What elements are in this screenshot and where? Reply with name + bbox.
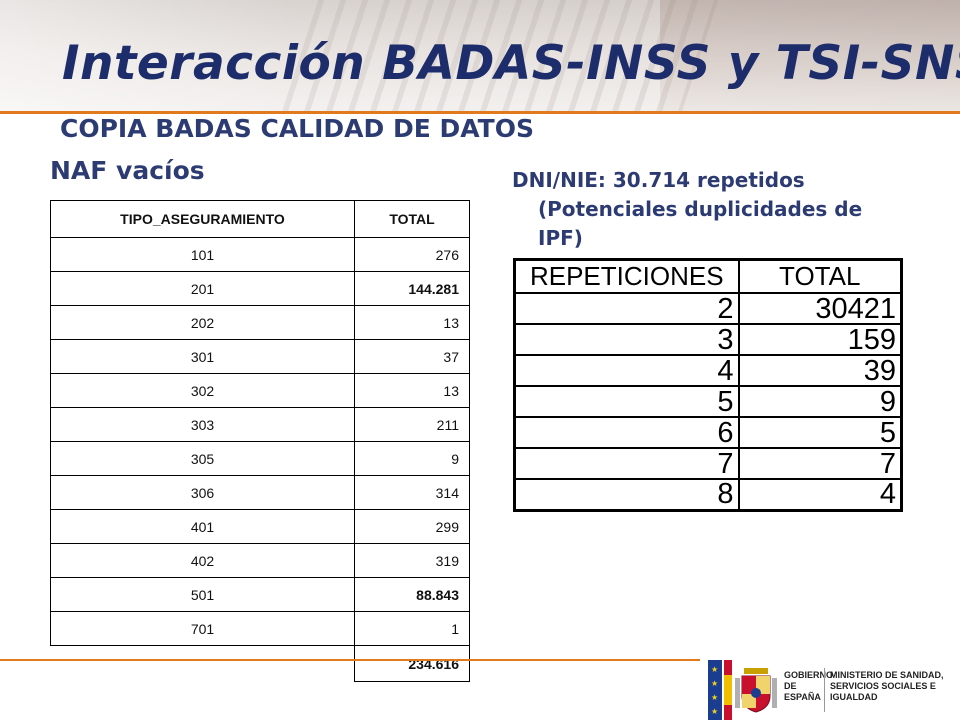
table-row: 2 30421 xyxy=(513,292,903,325)
table-row: 4 39 xyxy=(513,354,903,387)
table-row: 7 7 xyxy=(513,447,903,480)
naf-header-tipo: TIPO_ASEGURAMIENTO xyxy=(50,200,355,238)
spain-flag-icon xyxy=(724,660,732,720)
table-row: 501 88.843 xyxy=(50,577,470,612)
slide-subtitle: COPIA BADAS CALIDAD DE DATOS xyxy=(60,114,534,143)
table-row: 306 314 xyxy=(50,475,470,510)
naf-cell-total: 319 xyxy=(354,543,470,578)
table-row: 701 1 xyxy=(50,611,470,646)
table-row: 302 13 xyxy=(50,373,470,408)
rep-cell-total: 39 xyxy=(737,354,903,387)
naf-cell-total: 9 xyxy=(354,441,470,476)
rep-cell-total: 5 xyxy=(737,416,903,449)
dni-text-line1: DNI/NIE: 30.714 repetidos xyxy=(512,168,805,192)
table-row: 201 144.281 xyxy=(50,271,470,306)
naf-cell-total: 88.843 xyxy=(354,577,470,612)
dni-text-line3: IPF) xyxy=(538,226,583,250)
naf-total-spacer xyxy=(51,646,355,682)
dni-text-line2: (Potenciales duplicidades de xyxy=(538,197,863,221)
table-row: 301 37 xyxy=(50,339,470,374)
rep-header-total: TOTAL xyxy=(737,258,903,294)
rep-cell-count: 6 xyxy=(513,416,740,449)
footer-divider xyxy=(0,659,700,661)
table-row: 202 13 xyxy=(50,305,470,340)
rep-cell-count: 4 xyxy=(513,354,740,387)
naf-cell-tipo: 301 xyxy=(50,339,355,374)
table-row: 6 5 xyxy=(513,416,903,449)
naf-cell-total: 211 xyxy=(354,407,470,442)
table-row: 3 159 xyxy=(513,323,903,356)
rep-cell-total: 4 xyxy=(737,478,903,511)
naf-cell-tipo: 501 xyxy=(50,577,355,612)
naf-cell-tipo: 401 xyxy=(50,509,355,544)
table-row: 8 4 xyxy=(513,478,903,511)
naf-cell-tipo: 302 xyxy=(50,373,355,408)
rep-cell-total: 7 xyxy=(737,447,903,480)
rep-cell-count: 7 xyxy=(513,447,740,480)
rep-header-repeticiones: REPETICIONES xyxy=(513,258,740,294)
table-row: 402 319 xyxy=(50,543,470,578)
header-banner xyxy=(0,0,960,112)
banner-fade xyxy=(0,0,960,112)
naf-cell-total: 144.281 xyxy=(354,271,470,306)
naf-cell-total: 13 xyxy=(354,305,470,340)
table-row: 303 211 xyxy=(50,407,470,442)
naf-cell-tipo: 305 xyxy=(50,441,355,476)
naf-cell-total: 1 xyxy=(354,611,470,646)
table-row: 5 9 xyxy=(513,385,903,418)
table-row: 101 276 xyxy=(50,237,470,272)
rep-cell-count: 2 xyxy=(513,292,740,325)
naf-cell-total: 314 xyxy=(354,475,470,510)
naf-grand-total: 234.616 xyxy=(354,645,470,682)
rep-cell-total: 9 xyxy=(737,385,903,418)
rep-table-header: REPETICIONES TOTAL xyxy=(513,258,903,294)
logo-ministerio-text: MINISTERIO DE SANIDAD, SERVICIOS SOCIALE… xyxy=(830,670,944,702)
naf-cell-total: 299 xyxy=(354,509,470,544)
naf-cell-tipo: 402 xyxy=(50,543,355,578)
government-logo: ★ ★ ★ ★ GOBIERNO DE ESPAÑA MINISTERIO DE… xyxy=(704,658,960,720)
naf-total-row: 234.616 xyxy=(51,645,470,682)
logo-gobierno-text: GOBIERNO DE ESPAÑA xyxy=(784,670,834,702)
rep-cell-total: 159 xyxy=(737,323,903,356)
naf-cell-tipo: 306 xyxy=(50,475,355,510)
table-row: 401 299 xyxy=(50,509,470,544)
rep-cell-count: 8 xyxy=(513,478,740,511)
naf-cell-total: 276 xyxy=(354,237,470,272)
naf-cell-tipo: 701 xyxy=(50,611,355,646)
rep-cell-count: 5 xyxy=(513,385,740,418)
dni-repeated-text: DNI/NIE: 30.714 repetidos (Potenciales d… xyxy=(512,166,932,253)
table-row: 305 9 xyxy=(50,441,470,476)
coat-of-arms-icon xyxy=(735,668,777,713)
logo-separator xyxy=(824,668,825,712)
slide-title: Interacción BADAS-INSS y TSI-SNS xyxy=(62,36,960,91)
naf-cell-tipo: 303 xyxy=(50,407,355,442)
eu-flag-icon: ★ ★ ★ ★ xyxy=(708,660,722,720)
naf-heading: NAF vacíos xyxy=(50,156,205,185)
naf-cell-tipo: 101 xyxy=(50,237,355,272)
naf-cell-total: 13 xyxy=(354,373,470,408)
naf-header-total: TOTAL xyxy=(354,200,470,238)
header-divider xyxy=(0,111,960,114)
naf-cell-total: 37 xyxy=(354,339,470,374)
rep-cell-count: 3 xyxy=(513,323,740,356)
naf-cell-tipo: 201 xyxy=(50,271,355,306)
naf-table: TIPO_ASEGURAMIENTO TOTAL 101 276 201 144… xyxy=(50,200,470,682)
repetitions-table: REPETICIONES TOTAL 2 30421 3 159 4 39 5 … xyxy=(513,258,903,512)
rep-cell-total: 30421 xyxy=(737,292,903,325)
naf-cell-tipo: 202 xyxy=(50,305,355,340)
naf-table-header: TIPO_ASEGURAMIENTO TOTAL xyxy=(50,200,470,238)
